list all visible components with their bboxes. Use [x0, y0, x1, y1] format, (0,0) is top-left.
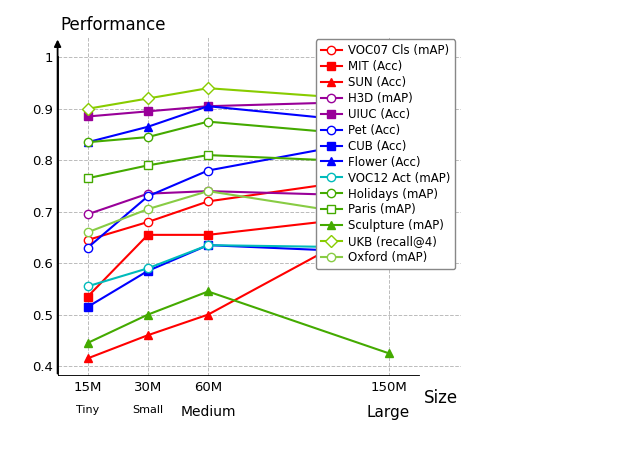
Flower (Acc) [204, 103, 212, 109]
Line: Flower (Acc): Flower (Acc) [84, 102, 393, 146]
VOC07 Cls (mAP) [385, 173, 392, 179]
MIT (Acc) [385, 212, 392, 217]
Flower (Acc) [84, 140, 92, 145]
Oxford (mAP) [84, 230, 92, 235]
CUB (Acc) [144, 268, 152, 274]
UIUC (Acc) [144, 109, 152, 114]
H3D (mAP) [385, 194, 392, 199]
UKB (recall@4) [144, 96, 152, 101]
VOC12 Act (mAP) [84, 284, 92, 289]
Line: SUN (Acc): SUN (Acc) [84, 213, 393, 363]
UIUC (Acc) [204, 103, 212, 109]
Holidays (mAP) [84, 140, 92, 145]
Sculpture (mAP) [84, 340, 92, 346]
CUB (Acc) [84, 304, 92, 310]
UIUC (Acc) [84, 114, 92, 119]
Text: Small: Small [132, 405, 163, 414]
Line: VOC07 Cls (mAP): VOC07 Cls (mAP) [84, 172, 393, 244]
UKB (recall@4) [385, 98, 392, 104]
Sculpture (mAP) [385, 351, 392, 356]
Sculpture (mAP) [204, 289, 212, 294]
Pet (Acc) [385, 134, 392, 140]
UIUC (Acc) [385, 98, 392, 104]
Paris (mAP) [204, 152, 212, 158]
SUN (Acc) [144, 332, 152, 338]
Paris (mAP) [84, 175, 92, 181]
Sculpture (mAP) [144, 312, 152, 317]
Line: Sculpture (mAP): Sculpture (mAP) [84, 287, 393, 358]
Paris (mAP) [144, 162, 152, 168]
H3D (mAP) [84, 212, 92, 217]
Line: H3D (mAP): H3D (mAP) [84, 187, 393, 218]
MIT (Acc) [204, 232, 212, 238]
Flower (Acc) [385, 122, 392, 127]
VOC07 Cls (mAP) [204, 199, 212, 204]
Line: UKB (recall@4): UKB (recall@4) [84, 84, 393, 113]
CUB (Acc) [385, 250, 392, 256]
Text: Medium: Medium [180, 405, 236, 419]
Holidays (mAP) [144, 134, 152, 140]
H3D (mAP) [144, 191, 152, 196]
MIT (Acc) [84, 294, 92, 299]
Legend: VOC07 Cls (mAP), MIT (Acc), SUN (Acc), H3D (mAP), UIUC (Acc), Pet (Acc), CUB (Ac: VOC07 Cls (mAP), MIT (Acc), SUN (Acc), H… [316, 39, 455, 269]
Text: Performance: Performance [61, 16, 166, 34]
Text: Large: Large [367, 405, 410, 420]
Oxford (mAP) [204, 188, 212, 194]
Line: VOC12 Act (mAP): VOC12 Act (mAP) [84, 241, 393, 291]
Line: Pet (Acc): Pet (Acc) [84, 133, 393, 252]
CUB (Acc) [204, 242, 212, 248]
Pet (Acc) [144, 194, 152, 199]
SUN (Acc) [204, 312, 212, 317]
VOC07 Cls (mAP) [84, 237, 92, 243]
Oxford (mAP) [385, 217, 392, 222]
SUN (Acc) [385, 214, 392, 219]
Holidays (mAP) [385, 134, 392, 140]
Line: Holidays (mAP): Holidays (mAP) [84, 118, 393, 146]
Line: CUB (Acc): CUB (Acc) [84, 241, 393, 311]
Text: Tiny: Tiny [76, 405, 99, 414]
H3D (mAP) [204, 188, 212, 194]
VOC12 Act (mAP) [204, 242, 212, 248]
UKB (recall@4) [204, 85, 212, 91]
Pet (Acc) [204, 168, 212, 174]
VOC12 Act (mAP) [144, 266, 152, 271]
Line: UIUC (Acc): UIUC (Acc) [84, 97, 393, 121]
Line: MIT (Acc): MIT (Acc) [84, 210, 393, 301]
Pet (Acc) [84, 245, 92, 251]
MIT (Acc) [144, 232, 152, 238]
Line: Paris (mAP): Paris (mAP) [84, 151, 393, 182]
Holidays (mAP) [204, 119, 212, 124]
Paris (mAP) [385, 160, 392, 166]
Flower (Acc) [144, 124, 152, 129]
UKB (recall@4) [84, 106, 92, 112]
Line: Oxford (mAP): Oxford (mAP) [84, 187, 393, 236]
VOC07 Cls (mAP) [144, 219, 152, 225]
Oxford (mAP) [144, 207, 152, 212]
Text: Size: Size [424, 389, 458, 407]
VOC12 Act (mAP) [385, 245, 392, 251]
SUN (Acc) [84, 356, 92, 361]
